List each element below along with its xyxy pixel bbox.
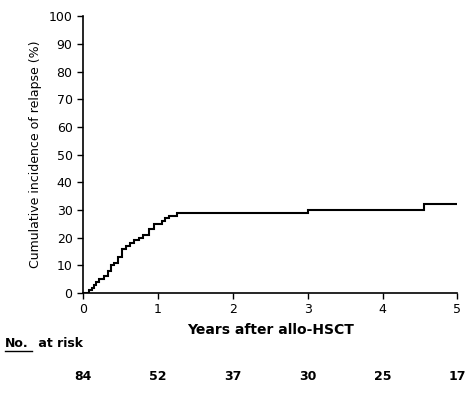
Y-axis label: Cumulative incidence of relapse (%): Cumulative incidence of relapse (%): [29, 41, 42, 268]
Text: 25: 25: [374, 370, 391, 383]
Text: 30: 30: [299, 370, 316, 383]
Text: 84: 84: [74, 370, 91, 383]
Text: 17: 17: [449, 370, 466, 383]
Text: at risk: at risk: [34, 337, 83, 350]
Text: 52: 52: [149, 370, 166, 383]
Text: 37: 37: [224, 370, 241, 383]
Text: No.: No.: [5, 337, 28, 350]
X-axis label: Years after allo-HSCT: Years after allo-HSCT: [187, 324, 354, 337]
